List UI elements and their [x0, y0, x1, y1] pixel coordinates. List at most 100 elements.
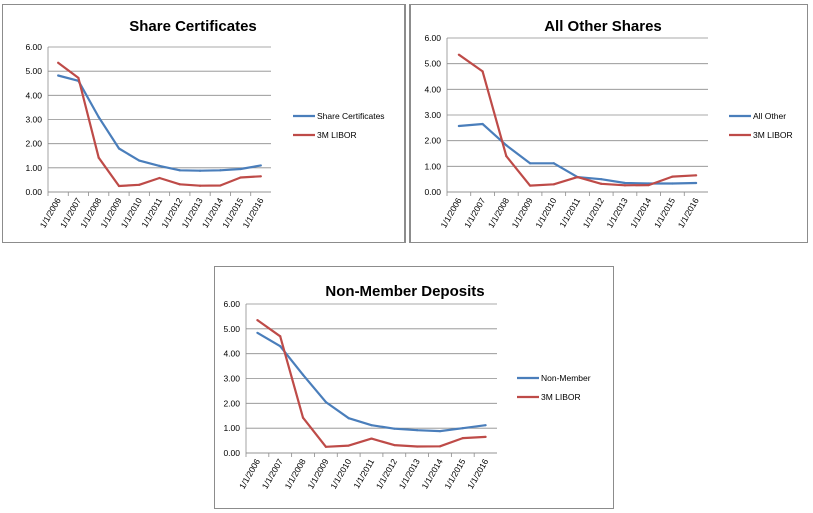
- data-point-3m-libor: [279, 335, 282, 338]
- chart-title: Share Certificates: [129, 18, 257, 35]
- data-point-3m-libor: [370, 437, 373, 440]
- chart-non-member-deposits: Non-Member Deposits 0.00 1.00 2.00 3.00 4.00 5…: [223, 283, 591, 491]
- y-tick-label: 0.00: [223, 448, 240, 458]
- x-tick-label: 1/1/2009: [510, 196, 535, 230]
- x-tick-label: 1/1/2008: [486, 196, 511, 230]
- data-point-share-certificates: [57, 74, 60, 77]
- chart-title: Non-Member Deposits: [325, 283, 484, 300]
- data-point-3m-libor: [347, 444, 350, 447]
- y-tick-label: 3.00: [25, 115, 42, 125]
- data-point-3m-libor: [623, 184, 627, 187]
- x-tick-label: 1/1/2012: [374, 457, 399, 491]
- chart-panel-non-member-deposits: Non-Member Deposits 0.00 1.00 2.00 3.00 4.00 5…: [214, 266, 614, 509]
- data-point-3m-libor: [57, 61, 60, 64]
- x-tick-label: 1/1/2011: [351, 457, 376, 490]
- data-point-3m-libor: [416, 445, 419, 448]
- data-point-3m-libor: [138, 183, 141, 186]
- x-tick-label: 1/1/2007: [260, 457, 285, 491]
- y-tick-label: 2.00: [223, 398, 240, 408]
- data-point-share-certificates: [97, 115, 100, 119]
- chart-panel-all-other-shares: All Other Shares 0.00 1.00 2.00 3.00 4.00 5.00…: [410, 4, 808, 243]
- data-point-non-member: [301, 373, 305, 376]
- data-point-all-other: [505, 144, 508, 147]
- data-point-3m-libor: [600, 182, 603, 185]
- y-tick-label: 0.00: [424, 187, 441, 197]
- legend-label: 3M LIBOR: [753, 130, 793, 140]
- chart-panel-share-certificates: Share Certificates 0.00 1.00 2.00 3.00 4.00 5.…: [2, 4, 405, 243]
- data-point-3m-libor: [528, 184, 532, 187]
- y-tick-label: 6.00: [25, 42, 42, 52]
- data-point-all-other: [623, 181, 627, 185]
- legend-label: All Other: [753, 111, 786, 121]
- data-point-share-certificates: [219, 169, 222, 172]
- data-point-3m-libor: [671, 175, 674, 178]
- x-tick-label: 1/1/2015: [442, 457, 467, 491]
- x-tick-label: 1/1/2016: [465, 457, 490, 491]
- x-tick-label: 1/1/2011: [557, 196, 582, 229]
- legend-label: 3M LIBOR: [541, 392, 581, 402]
- series-line-all-other: [458, 122, 697, 185]
- data-point-3m-libor: [256, 319, 259, 322]
- x-tick-label: 1/1/2014: [419, 457, 444, 491]
- data-point-3m-libor: [219, 184, 222, 187]
- panel-divider: [405, 4, 410, 243]
- y-tick-label: 6.00: [223, 299, 240, 309]
- data-point-non-member: [461, 427, 464, 430]
- data-point-3m-libor: [552, 183, 555, 186]
- x-tick-label: 1/1/2009: [305, 457, 330, 491]
- data-point-3m-libor: [457, 53, 460, 56]
- y-tick-label: 1.00: [25, 163, 42, 173]
- data-point-non-member: [256, 331, 259, 334]
- data-point-3m-libor: [576, 176, 579, 179]
- x-tick-label: 1/1/2010: [533, 196, 558, 230]
- data-point-3m-libor: [695, 174, 698, 177]
- data-point-non-member: [484, 424, 487, 427]
- y-tick-label: 5.00: [223, 324, 240, 334]
- data-point-3m-libor: [438, 445, 442, 448]
- y-tick-label: 5.00: [424, 59, 441, 69]
- y-tick-label: 4.00: [223, 349, 240, 359]
- legend-label: Non-Member: [541, 373, 591, 383]
- data-point-non-member: [438, 430, 442, 433]
- data-point-3m-libor: [481, 70, 484, 73]
- y-tick-label: 3.00: [223, 374, 240, 384]
- data-point-all-other: [695, 181, 698, 185]
- data-point-non-member: [347, 417, 350, 420]
- data-point-all-other: [481, 122, 484, 126]
- data-point-3m-libor: [301, 416, 305, 419]
- y-tick-label: 1.00: [424, 161, 441, 171]
- data-point-3m-libor: [324, 445, 327, 448]
- x-tick-label: 1/1/2010: [328, 457, 353, 491]
- data-point-all-other: [457, 124, 460, 128]
- x-tick-label: 1/1/2006: [237, 457, 262, 491]
- data-point-share-certificates: [239, 167, 242, 171]
- y-tick-label: 5.00: [25, 66, 42, 76]
- x-tick-label: 1/1/2016: [676, 196, 701, 230]
- data-point-3m-libor: [647, 183, 650, 187]
- data-point-all-other: [552, 162, 555, 165]
- data-point-3m-libor: [393, 443, 396, 447]
- data-point-3m-libor: [97, 156, 100, 159]
- data-point-3m-libor: [117, 184, 121, 188]
- y-tick-label: 4.00: [424, 84, 441, 94]
- data-point-3m-libor: [77, 76, 80, 80]
- chart-title: All Other Shares: [544, 18, 662, 35]
- chart-share-certificates: Share Certificates 0.00 1.00 2.00 3.00 4.00 5.…: [25, 18, 385, 230]
- chart-all-other-shares: All Other Shares 0.00 1.00 2.00 3.00 4.00 5.00…: [424, 18, 793, 230]
- data-point-non-member: [370, 424, 373, 427]
- y-tick-label: 3.00: [424, 110, 441, 120]
- data-point-all-other: [600, 178, 603, 181]
- y-tick-label: 0.00: [25, 187, 42, 197]
- x-tick-label: 1/1/2008: [283, 457, 308, 491]
- x-tick-label: 1/1/2013: [604, 196, 629, 230]
- data-point-non-member: [393, 427, 396, 430]
- data-point-3m-libor: [461, 437, 464, 440]
- data-point-all-other: [671, 182, 674, 185]
- data-point-3m-libor: [178, 183, 181, 186]
- data-point-3m-libor: [259, 175, 262, 178]
- x-tick-label: 1/1/2013: [397, 457, 422, 491]
- y-tick-label: 6.00: [424, 33, 441, 43]
- y-tick-label: 4.00: [25, 90, 42, 100]
- legend-label: Share Certificates: [317, 111, 385, 121]
- data-point-share-certificates: [178, 169, 181, 172]
